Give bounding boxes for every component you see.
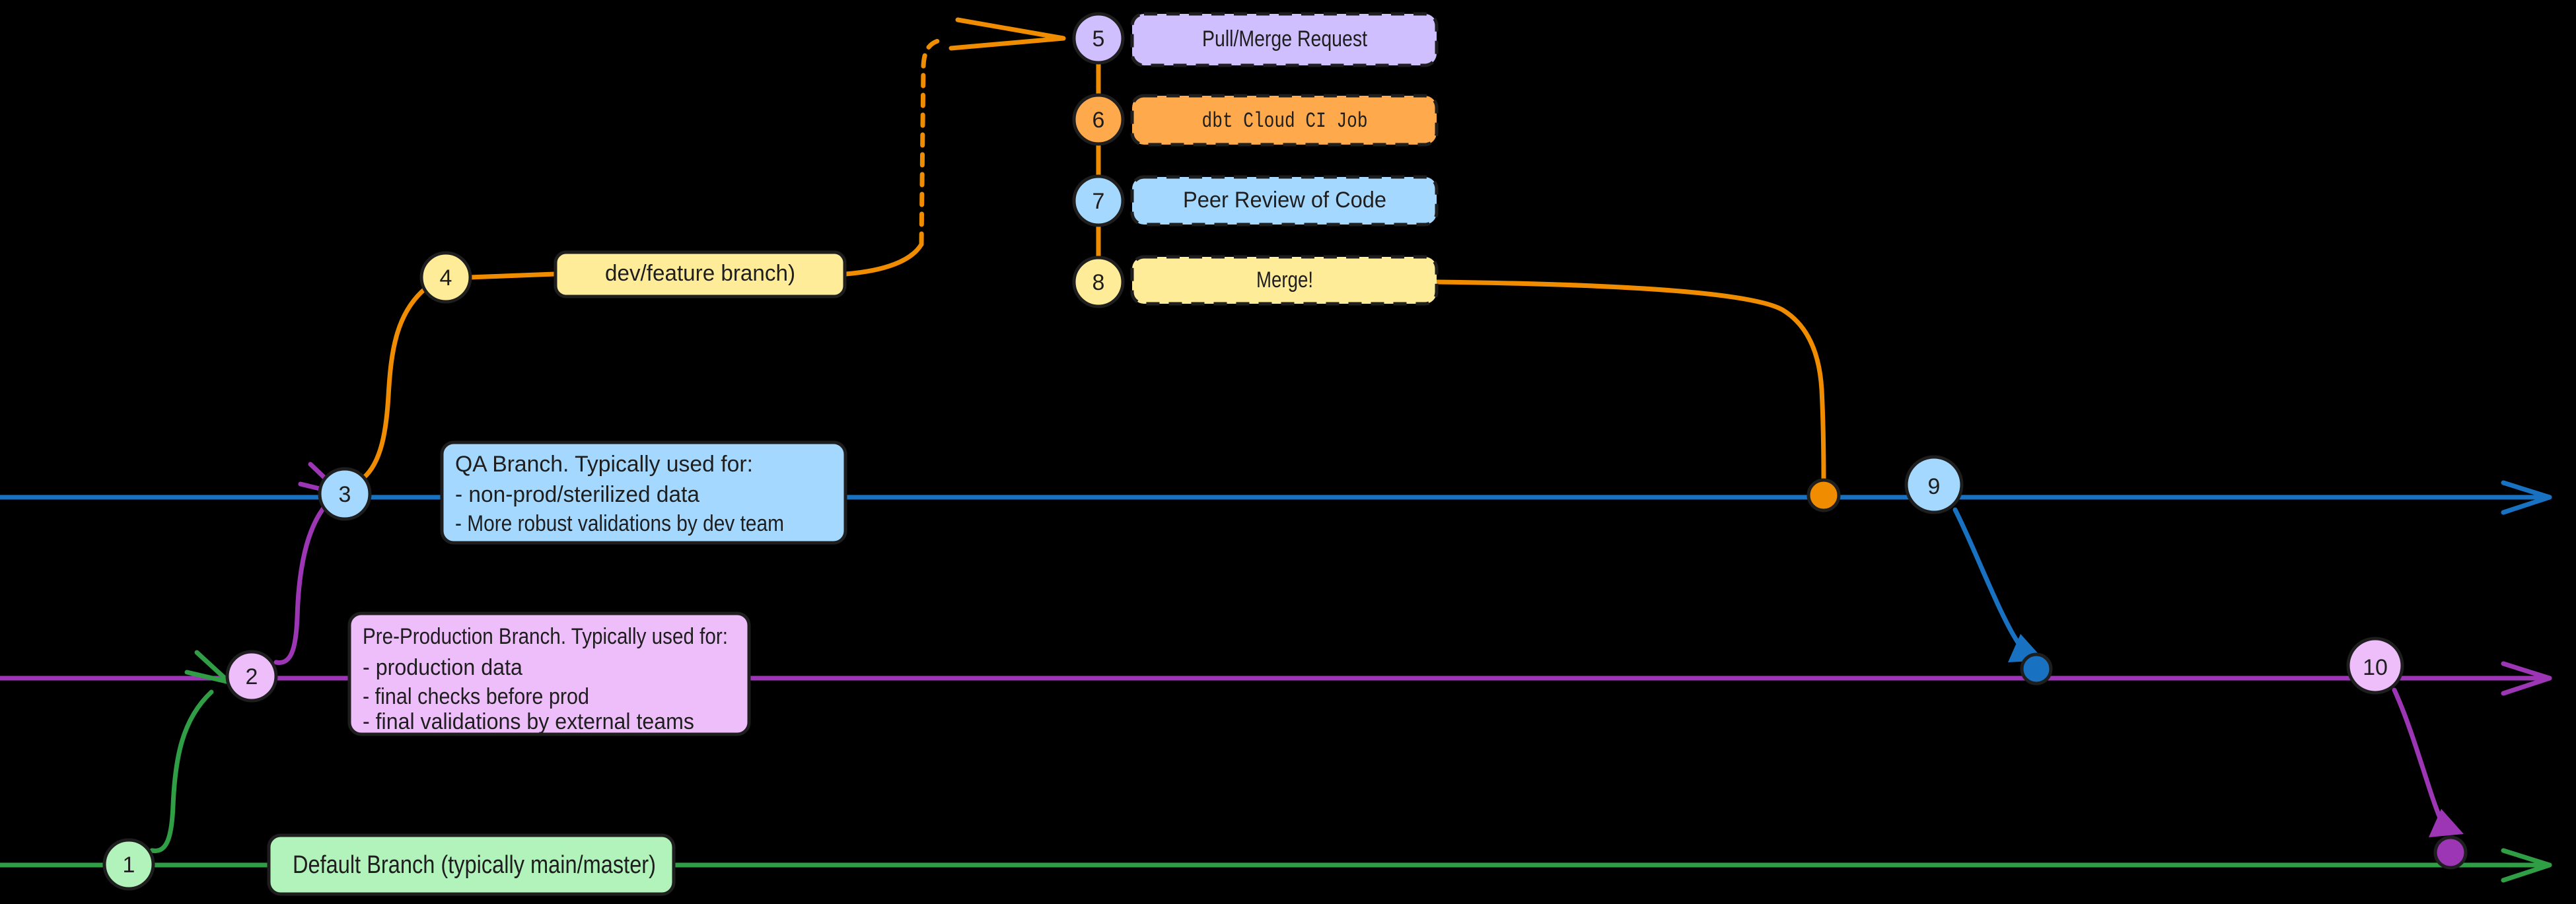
svg-text:Pre-Production Branch. Typical: Pre-Production Branch. Typically used fo… — [363, 624, 728, 649]
svg-text:7: 7 — [1092, 189, 1105, 214]
svg-text:Pull/Merge Request: Pull/Merge Request — [1202, 26, 1367, 52]
svg-text:8: 8 — [1092, 270, 1105, 295]
svg-text:- More robust validations by d: - More robust validations by dev team — [455, 511, 784, 536]
svg-text:Merge!: Merge! — [1256, 267, 1313, 293]
svg-text:1: 1 — [123, 852, 135, 878]
svg-text:5: 5 — [1092, 26, 1105, 52]
svg-text:6: 6 — [1092, 108, 1105, 133]
svg-text:4: 4 — [440, 265, 452, 291]
svg-text:dbt Cloud CI Job: dbt Cloud CI Job — [1202, 109, 1368, 133]
svg-text:dev/feature branch): dev/feature branch) — [605, 261, 795, 286]
svg-text:2: 2 — [246, 664, 258, 689]
svg-text:- non-prod/sterilized data: - non-prod/sterilized data — [455, 482, 699, 507]
svg-text:- final checks before prod: - final checks before prod — [363, 684, 589, 709]
svg-text:Default Branch (typically main: Default Branch (typically main/master) — [293, 851, 656, 879]
svg-text:Peer Review of Code: Peer Review of Code — [1183, 188, 1386, 213]
svg-text:9: 9 — [1928, 474, 1941, 499]
svg-text:QA Branch. Typically used for:: QA Branch. Typically used for: — [455, 452, 753, 477]
svg-text:- production data: - production data — [363, 655, 522, 680]
svg-text:3: 3 — [339, 482, 351, 507]
svg-text:- final validations by externa: - final validations by external teams — [363, 709, 694, 734]
svg-text:10: 10 — [2363, 655, 2388, 680]
